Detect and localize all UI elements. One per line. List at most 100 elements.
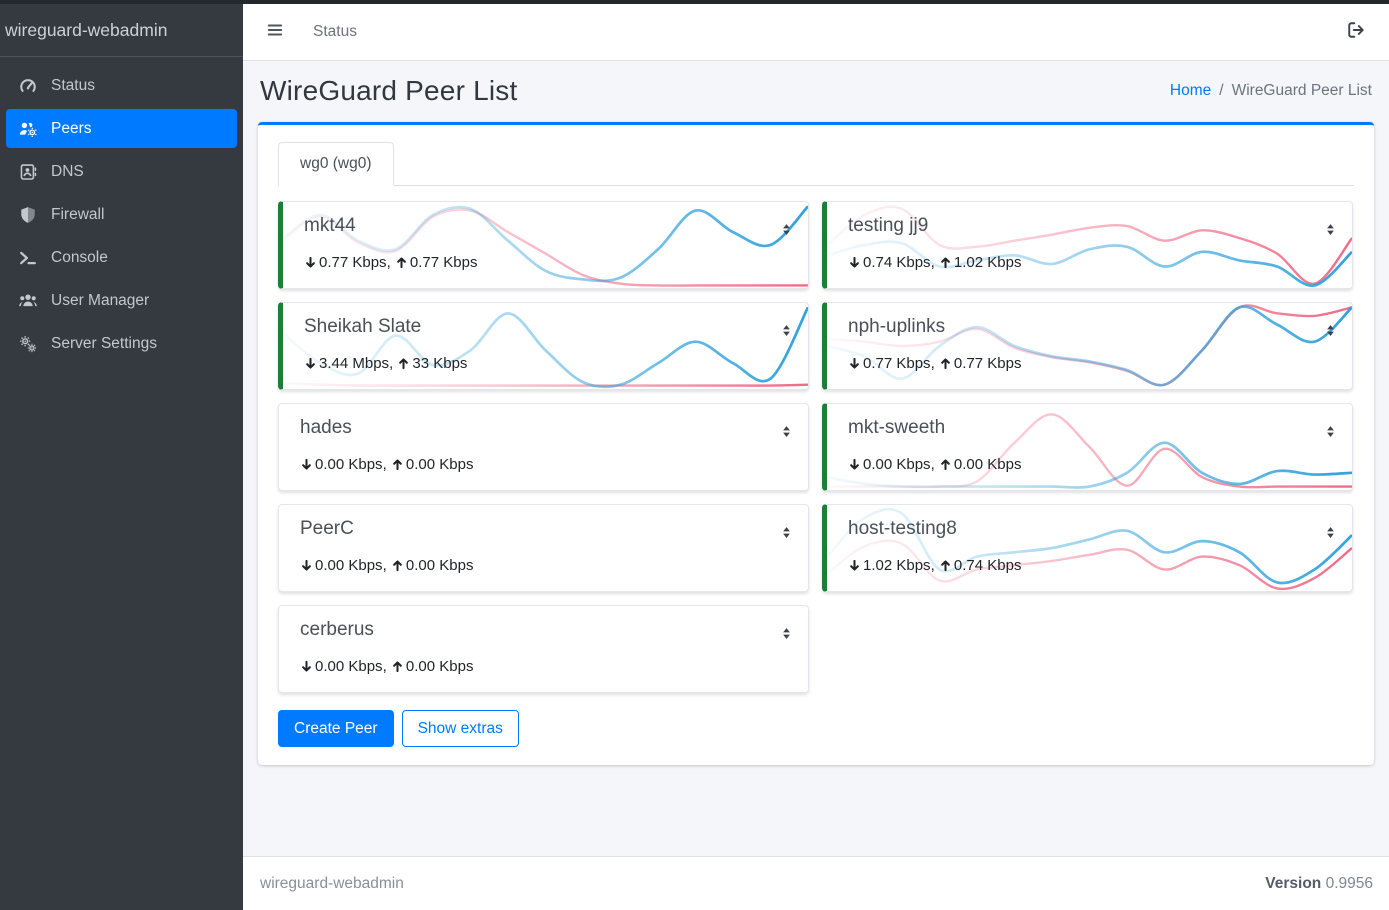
peer-download: 0.00 Kbps <box>315 456 383 473</box>
stats-separator: , <box>930 254 939 271</box>
show-extras-button[interactable]: Show extras <box>401 710 519 748</box>
footer: wireguard-webadmin Version 0.9956 <box>243 856 1389 910</box>
peer-upload: 0.74 Kbps <box>953 557 1022 574</box>
peer-stats: 0.00 Kbps, 0.00 Kbps <box>848 456 1021 473</box>
peer-card[interactable]: mkt44 0.77 Kbps, 0.77 Kbps <box>278 201 809 289</box>
sort-handle-icon[interactable] <box>779 525 794 540</box>
peer-name: PeerC <box>300 518 354 539</box>
actions-row: Create Peer Show extras <box>278 710 1354 748</box>
sidebar-item-dns[interactable]: DNS <box>6 152 237 191</box>
peer-stats: 0.00 Kbps, 0.00 Kbps <box>300 557 473 574</box>
footer-version: Version 0.9956 <box>1265 875 1373 893</box>
users-icon <box>16 292 40 310</box>
stats-separator: , <box>382 456 391 473</box>
sort-handle-icon[interactable] <box>1323 222 1338 237</box>
sort-handle-icon[interactable] <box>1323 323 1338 338</box>
content: WireGuard Peer List Home / WireGuard Pee… <box>243 61 1389 856</box>
download-icon <box>848 559 861 572</box>
gauge-icon <box>16 77 40 95</box>
upload-icon <box>939 256 952 269</box>
peer-stats: 0.00 Kbps, 0.00 Kbps <box>300 456 473 473</box>
sidebar-item-server-settings[interactable]: Server Settings <box>6 324 237 363</box>
stats-separator: , <box>930 557 939 574</box>
peer-card[interactable]: nph-uplinks 0.77 Kbps, 0.77 Kbps <box>822 302 1353 390</box>
peer-card[interactable]: PeerC 0.00 Kbps, 0.00 Kbps <box>278 504 809 592</box>
footer-version-label: Version <box>1265 874 1322 892</box>
peer-upload: 0.77 Kbps <box>953 355 1022 372</box>
upload-icon <box>939 357 952 370</box>
peer-stats: 0.77 Kbps, 0.77 Kbps <box>848 355 1021 372</box>
top-strip <box>0 0 1389 4</box>
stats-separator: , <box>930 355 939 372</box>
download-icon <box>304 357 317 370</box>
users-gear-icon <box>16 120 40 138</box>
topbar-status-link[interactable]: Status <box>313 23 357 40</box>
peer-card[interactable]: host-testing8 1.02 Kbps, 0.74 Kbps <box>822 504 1353 592</box>
peer-card[interactable]: Sheikah Slate 3.44 Mbps, 33 Kbps <box>278 302 809 390</box>
peer-download: 0.00 Kbps <box>315 557 383 574</box>
peer-name: testing jj9 <box>848 215 929 236</box>
peer-upload: 1.02 Kbps <box>953 254 1022 271</box>
stats-separator: , <box>389 355 398 372</box>
breadcrumb: Home / WireGuard Peer List <box>1170 82 1372 100</box>
sort-handle-icon[interactable] <box>779 626 794 641</box>
sidebar-item-console[interactable]: Console <box>6 238 237 277</box>
peer-stats: 0.74 Kbps, 1.02 Kbps <box>848 254 1021 271</box>
peer-traffic-sparkline <box>283 202 808 288</box>
download-icon <box>848 458 861 471</box>
sidebar-item-firewall[interactable]: Firewall <box>6 195 237 234</box>
peer-download: 1.02 Kbps <box>863 557 931 574</box>
peer-list-card-body: wg0 (wg0) mkt44 0.77 Kbps, 0.77 Kbps testi… <box>258 125 1374 765</box>
upload-icon <box>939 559 952 572</box>
signout-button[interactable] <box>1347 21 1365 44</box>
page-header: WireGuard Peer List Home / WireGuard Pee… <box>260 75 1372 107</box>
sidebar-toggle-button[interactable] <box>266 21 284 44</box>
stats-separator: , <box>382 658 391 675</box>
peer-download: 3.44 Mbps <box>319 355 390 372</box>
sidebar-item-label: DNS <box>51 162 84 180</box>
page-title: WireGuard Peer List <box>260 75 518 106</box>
peer-name: hades <box>300 417 352 438</box>
sidebar-item-label: Server Settings <box>51 334 157 352</box>
download-icon <box>300 660 313 673</box>
address-book-icon <box>16 163 40 181</box>
sort-handle-icon[interactable] <box>779 323 794 338</box>
sort-handle-icon[interactable] <box>779 222 794 237</box>
peer-list-card: wg0 (wg0) mkt44 0.77 Kbps, 0.77 Kbps testi… <box>258 122 1374 766</box>
breadcrumb-home-link[interactable]: Home <box>1169 82 1212 99</box>
peer-traffic-sparkline <box>827 505 1352 591</box>
peer-download: 0.77 Kbps <box>319 254 387 271</box>
peer-card[interactable]: mkt-sweeth 0.00 Kbps, 0.00 Kbps <box>822 403 1353 491</box>
sort-handle-icon[interactable] <box>779 424 794 439</box>
tab-wg0[interactable]: wg0 (wg0) <box>278 142 394 186</box>
download-icon <box>304 256 317 269</box>
peer-traffic-sparkline <box>283 303 808 389</box>
peer-card[interactable]: testing jj9 0.74 Kbps, 1.02 Kbps <box>822 201 1353 289</box>
create-peer-button[interactable]: Create Peer <box>278 710 394 748</box>
peer-traffic-sparkline <box>279 505 808 591</box>
peer-download: 0.77 Kbps <box>863 355 931 372</box>
sort-handle-icon[interactable] <box>1323 424 1338 439</box>
peer-traffic-sparkline <box>279 606 808 692</box>
sidebar-item-label: Firewall <box>51 205 105 223</box>
sidebar-item-label: Console <box>51 248 108 266</box>
peer-upload: 0.00 Kbps <box>405 557 474 574</box>
sidebar-item-label: Status <box>51 76 95 94</box>
stats-separator: , <box>930 456 939 473</box>
sidebar-item-status[interactable]: Status <box>6 66 237 105</box>
sort-handle-icon[interactable] <box>1323 525 1338 540</box>
download-icon <box>848 256 861 269</box>
download-icon <box>300 559 313 572</box>
topbar: Status <box>243 4 1389 61</box>
peer-stats: 1.02 Kbps, 0.74 Kbps <box>848 557 1021 574</box>
peer-traffic-sparkline <box>279 404 808 490</box>
terminal-icon <box>16 249 40 267</box>
sidebar-item-peers[interactable]: Peers <box>6 109 237 148</box>
peer-name: cerberus <box>300 619 374 640</box>
shield-icon <box>16 206 40 224</box>
peer-card[interactable]: hades 0.00 Kbps, 0.00 Kbps <box>278 403 809 491</box>
peer-stats: 0.00 Kbps, 0.00 Kbps <box>300 658 473 675</box>
sidebar-item-user-manager[interactable]: User Manager <box>6 281 237 320</box>
peer-card[interactable]: cerberus 0.00 Kbps, 0.00 Kbps <box>278 605 809 693</box>
peer-stats: 3.44 Mbps, 33 Kbps <box>304 355 467 372</box>
